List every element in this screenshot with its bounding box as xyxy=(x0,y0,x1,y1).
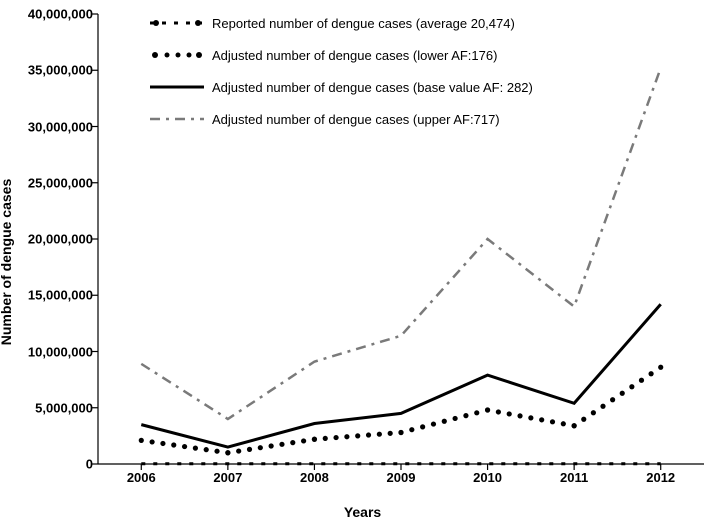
legend-label: Adjusted number of dengue cases (base va… xyxy=(212,80,533,95)
x-axis-title: Years xyxy=(344,504,381,520)
legend-swatch-upper xyxy=(150,112,204,126)
y-axis-title: Number of dengue cases xyxy=(0,179,14,346)
y-tick-label: 40,000,000 xyxy=(28,7,93,22)
legend-swatch-base xyxy=(150,80,204,94)
x-tick-label: 2008 xyxy=(300,470,329,485)
x-tick-label: 2006 xyxy=(127,470,156,485)
legend-label: Adjusted number of dengue cases (lower A… xyxy=(212,48,497,63)
y-tick-label: 0 xyxy=(86,457,93,472)
legend-item-base: Adjusted number of dengue cases (base va… xyxy=(150,78,630,96)
legend-label: Reported number of dengue cases (average… xyxy=(212,16,515,31)
legend-item-lower: Adjusted number of dengue cases (lower A… xyxy=(150,46,630,64)
y-tick-label: 30,000,000 xyxy=(28,119,93,134)
legend-label: Adjusted number of dengue cases (upper A… xyxy=(212,112,500,127)
x-tick-label: 2011 xyxy=(560,470,588,485)
y-tick-label: 5,000,000 xyxy=(35,400,93,415)
y-tick-label: 20,000,000 xyxy=(28,232,93,247)
x-tick-label: 2012 xyxy=(646,470,675,485)
x-tick-label: 2010 xyxy=(473,470,502,485)
legend: Reported number of dengue cases (average… xyxy=(150,14,630,142)
x-tick-label: 2007 xyxy=(213,470,242,485)
y-tick-label: 35,000,000 xyxy=(28,63,93,78)
y-tick-label: 15,000,000 xyxy=(28,288,93,303)
legend-item-reported: Reported number of dengue cases (average… xyxy=(150,14,630,32)
legend-item-upper: Adjusted number of dengue cases (upper A… xyxy=(150,110,630,128)
legend-swatch-reported xyxy=(150,16,204,30)
y-tick-label: 25,000,000 xyxy=(28,175,93,190)
chart-container: Number of dengue cases Years 0 5,000,000 1… xyxy=(0,0,725,524)
x-tick-label: 2009 xyxy=(387,470,416,485)
y-tick-label: 10,000,000 xyxy=(28,344,93,359)
legend-swatch-lower xyxy=(150,48,204,62)
